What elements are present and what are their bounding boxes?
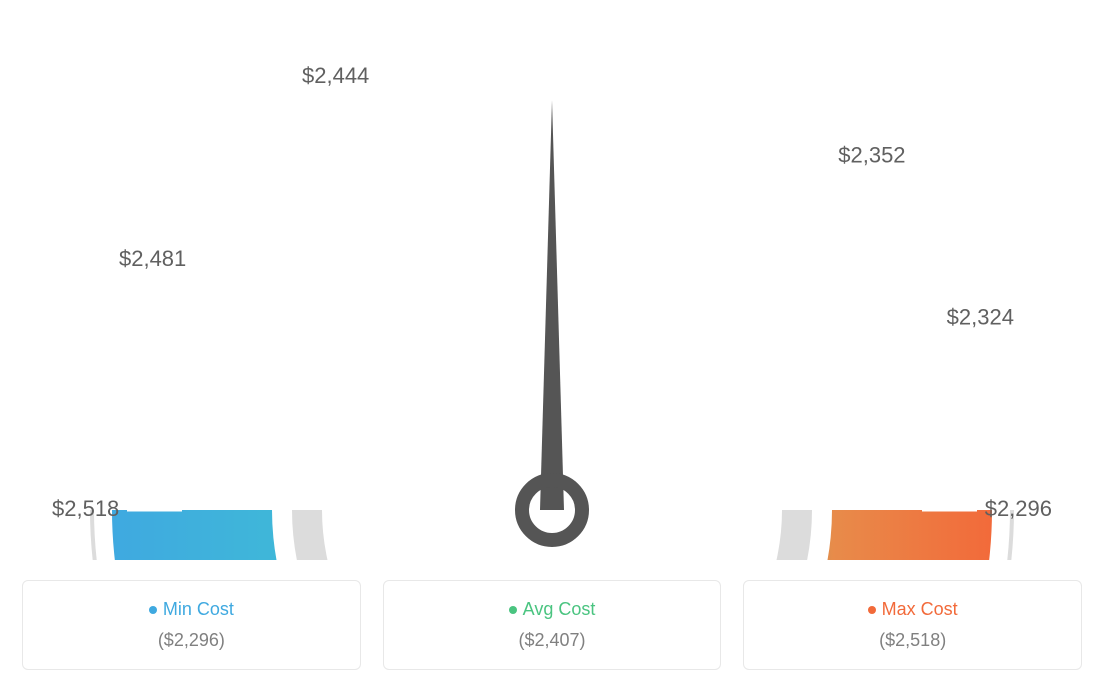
legend-value-max: ($2,518) (754, 630, 1071, 651)
gauge-tick-label: $2,324 (947, 304, 1014, 329)
legend-value-min: ($2,296) (33, 630, 350, 651)
gauge-svg: $2,296 $2,324 $2,352 $2,407 $2,444 $2,481 $2,5… (22, 20, 1082, 560)
gauge-tick-label: $2,518 (52, 496, 119, 521)
bullet-max (868, 606, 876, 614)
legend-card-min: Min Cost ($2,296) (22, 580, 361, 670)
legend-card-max: Max Cost ($2,518) (743, 580, 1082, 670)
legend-title-min: Min Cost (33, 599, 350, 620)
bullet-avg (509, 606, 517, 614)
gauge-tick-label: $2,296 (985, 496, 1052, 521)
gauge-tick-label: $2,407 (518, 20, 585, 21)
legend-value-avg: ($2,407) (394, 630, 711, 651)
gauge-tick-label: $2,352 (838, 142, 905, 167)
legend-label-avg: Avg Cost (523, 599, 596, 619)
gauge-tick-label: $2,481 (119, 246, 186, 271)
legend-title-avg: Avg Cost (394, 599, 711, 620)
legend-label-max: Max Cost (882, 599, 958, 619)
gauge-tick-label: $2,444 (302, 63, 369, 88)
legend-label-min: Min Cost (163, 599, 234, 619)
legend-card-avg: Avg Cost ($2,407) (383, 580, 722, 670)
legend-row: Min Cost ($2,296) Avg Cost ($2,407) Max … (22, 580, 1082, 670)
bullet-min (149, 606, 157, 614)
gauge-chart: $2,296 $2,324 $2,352 $2,407 $2,444 $2,481 $2,5… (22, 20, 1082, 560)
legend-title-max: Max Cost (754, 599, 1071, 620)
